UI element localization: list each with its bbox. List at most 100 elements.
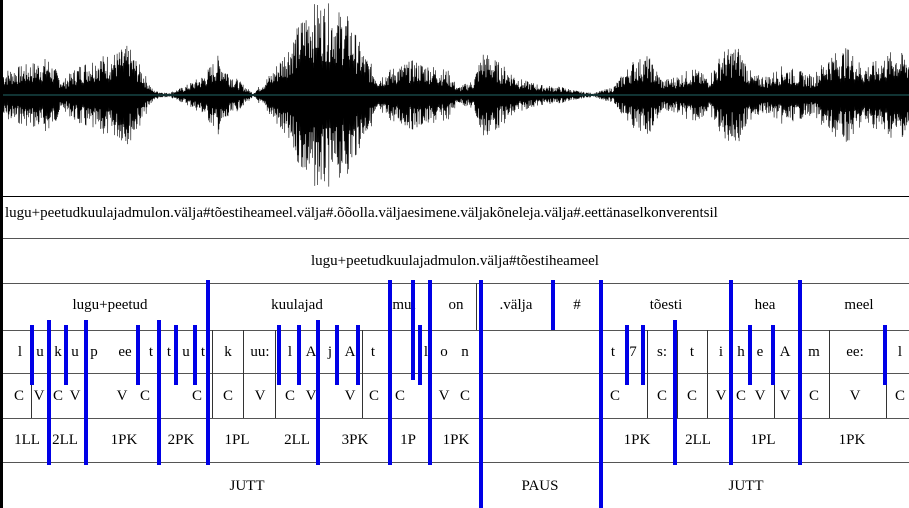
boundary-marker[interactable]	[316, 320, 320, 465]
syllable-interval[interactable]: 2LL	[52, 432, 78, 448]
phrase-tier-text[interactable]: lugu+peetudkuulajadmulon.välja#tõestihea…	[311, 253, 599, 269]
boundary-marker[interactable]	[428, 280, 432, 465]
phone-interval[interactable]: h	[737, 344, 745, 360]
phone-interval[interactable]: A	[779, 344, 791, 360]
phone-interval[interactable]: l	[17, 344, 23, 360]
cv-interval[interactable]: C	[139, 388, 151, 404]
boundary-marker[interactable]	[673, 320, 677, 465]
phone-interval[interactable]: p	[90, 344, 98, 360]
boundary-marker[interactable]	[641, 325, 645, 385]
phone-interval[interactable]: k	[54, 344, 62, 360]
cv-interval[interactable]: V	[69, 388, 81, 404]
phone-interval[interactable]: e	[756, 344, 764, 360]
phone-interval[interactable]: l	[287, 344, 293, 360]
boundary-marker[interactable]	[356, 325, 360, 385]
segment-interval[interactable]: JUTT	[728, 478, 764, 494]
cv-interval[interactable]: V	[33, 388, 45, 404]
boundary-marker[interactable]	[729, 280, 733, 465]
word-interval[interactable]: .välja	[499, 297, 533, 313]
phone-interval[interactable]: k	[224, 344, 232, 360]
boundary-marker[interactable]	[157, 320, 161, 465]
word-interval[interactable]: on	[448, 297, 464, 313]
word-interval[interactable]: mul	[392, 297, 416, 313]
boundary-marker[interactable]	[388, 280, 392, 465]
boundary-marker[interactable]	[551, 280, 555, 330]
cv-interval[interactable]: C	[13, 388, 25, 404]
boundary-marker[interactable]	[84, 320, 88, 465]
cv-interval[interactable]: C	[735, 388, 747, 404]
syllable-interval[interactable]: 1LL	[14, 432, 40, 448]
cv-interval[interactable]: C	[808, 388, 820, 404]
syllable-interval[interactable]: 1PL	[224, 432, 250, 448]
phone-interval[interactable]: t	[370, 344, 376, 360]
cv-interval[interactable]: V	[779, 388, 791, 404]
cv-interval[interactable]: V	[305, 388, 317, 404]
phone-interval[interactable]: l	[897, 344, 903, 360]
phone-interval[interactable]: s:	[656, 344, 668, 360]
syllable-interval[interactable]: 1P	[400, 432, 416, 448]
syllable-interval[interactable]: 1PL	[750, 432, 776, 448]
boundary-marker[interactable]	[335, 325, 339, 385]
boundary-marker[interactable]	[206, 280, 210, 465]
boundary-marker[interactable]	[64, 325, 68, 385]
boundary-marker[interactable]	[136, 325, 140, 385]
syllable-interval[interactable]: 2LL	[284, 432, 310, 448]
phone-interval[interactable]: i	[718, 344, 724, 360]
boundary-marker[interactable]	[883, 325, 887, 385]
phone-interval[interactable]: A	[305, 344, 317, 360]
phone-interval[interactable]: l	[423, 344, 429, 360]
cv-interval[interactable]: C	[394, 388, 406, 404]
boundary-marker[interactable]	[771, 325, 775, 385]
boundary-marker[interactable]	[418, 325, 422, 385]
sentence-tier-text[interactable]: lugu+peetudkuulajadmulon.välja#tõestihea…	[5, 205, 718, 221]
boundary-marker[interactable]	[599, 280, 603, 508]
boundary-marker[interactable]	[798, 280, 802, 465]
boundary-marker[interactable]	[297, 325, 301, 385]
boundary-marker[interactable]	[479, 280, 483, 508]
phone-interval[interactable]: ee	[118, 344, 132, 360]
cv-interval[interactable]: C	[222, 388, 234, 404]
word-interval[interactable]: hea	[754, 297, 776, 313]
boundary-marker[interactable]	[411, 280, 415, 380]
cv-interval[interactable]: C	[686, 388, 698, 404]
syllable-interval[interactable]: 1PK	[110, 432, 138, 448]
phone-interval[interactable]: 7	[629, 344, 637, 360]
waveform-panel[interactable]	[3, 0, 909, 197]
segment-interval[interactable]: JUTT	[229, 478, 265, 494]
boundary-marker[interactable]	[277, 325, 281, 385]
segment-interval[interactable]: PAUS	[521, 478, 559, 494]
phone-interval[interactable]: uu:	[250, 344, 270, 360]
syllable-interval[interactable]: 3PK	[341, 432, 369, 448]
phone-interval[interactable]: ee:	[846, 344, 864, 360]
phone-interval[interactable]: n	[461, 344, 469, 360]
phone-interval[interactable]: u	[36, 344, 44, 360]
cv-interval[interactable]: V	[438, 388, 450, 404]
boundary-marker[interactable]	[174, 325, 178, 385]
syllable-interval[interactable]: 1PK	[442, 432, 470, 448]
syllable-interval[interactable]: 2LL	[685, 432, 711, 448]
cv-interval[interactable]: V	[754, 388, 766, 404]
syllable-interval[interactable]: 1PK	[838, 432, 866, 448]
word-interval[interactable]: tõesti	[649, 297, 683, 313]
boundary-marker[interactable]	[30, 325, 34, 385]
boundary-marker[interactable]	[748, 325, 752, 385]
phone-interval[interactable]: j	[327, 344, 333, 360]
phone-interval[interactable]: o	[440, 344, 448, 360]
cv-interval[interactable]: C	[894, 388, 906, 404]
word-interval[interactable]: meel	[844, 297, 874, 313]
syllable-interval[interactable]: 2PK	[167, 432, 195, 448]
phone-interval[interactable]: t	[148, 344, 154, 360]
word-interval[interactable]: kuulajad	[271, 297, 323, 313]
phone-interval[interactable]: m	[808, 344, 820, 360]
cv-interval[interactable]: V	[849, 388, 861, 404]
cv-interval[interactable]: V	[715, 388, 727, 404]
cv-interval[interactable]: C	[609, 388, 621, 404]
cv-interval[interactable]: V	[344, 388, 356, 404]
phone-interval[interactable]: t	[610, 344, 616, 360]
phone-interval[interactable]: t	[200, 344, 206, 360]
cv-interval[interactable]: V	[254, 388, 266, 404]
cv-interval[interactable]: C	[368, 388, 380, 404]
cv-interval[interactable]: C	[52, 388, 64, 404]
phone-interval[interactable]: A	[344, 344, 356, 360]
cv-interval[interactable]: C	[191, 388, 203, 404]
